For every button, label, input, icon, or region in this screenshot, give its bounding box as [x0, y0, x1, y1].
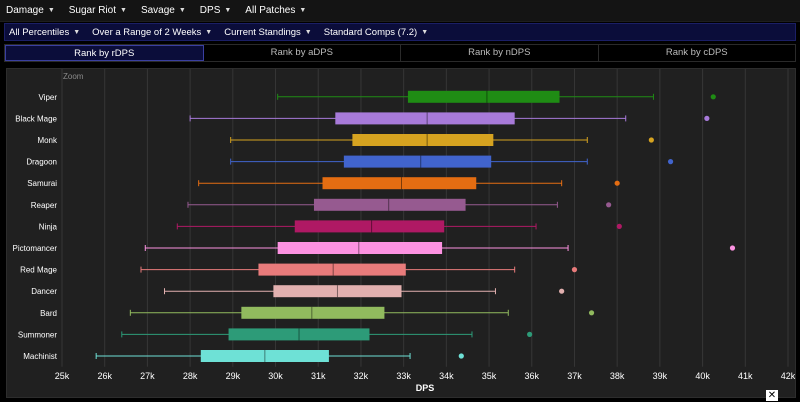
x-tick-label: 30k — [268, 371, 283, 381]
box-iqr — [407, 90, 560, 103]
dps-boxplot-chart: Zoom 25k 26k 27k 28k 29k 30k 31k 32k 33k 34k 35k 36k… — [6, 68, 796, 398]
top-nav: Damage ▼ Sugar Riot ▼ Savage ▼ DPS ▼ All Pat… — [0, 0, 800, 22]
caret-down-icon: ▼ — [120, 7, 127, 14]
x-tick-label: 41k — [738, 371, 753, 381]
x-axis-label: DPS — [416, 383, 435, 393]
caret-down-icon: ▼ — [304, 28, 312, 36]
timeframe-dropdown[interactable]: Over a Range of 2 Weeks ▼ — [92, 27, 212, 38]
category-label: Red Mage — [20, 266, 57, 275]
chart-canvas: Zoom 25k 26k 27k 28k 29k 30k 31k 32k 33k 34k 35k 36k… — [13, 69, 795, 393]
dropdown-label: Current Standings — [224, 26, 301, 38]
outlier-point — [710, 94, 716, 100]
dropdown-label: All Percentiles — [9, 26, 70, 38]
encounter-dropdown[interactable]: Sugar Riot ▼ — [69, 5, 127, 16]
x-tick-label: 28k — [183, 371, 198, 381]
outlier-point — [648, 137, 654, 143]
outlier-point — [614, 180, 620, 186]
tab-rank-cdps[interactable]: Rank by cDPS — [598, 45, 795, 61]
x-tick-label: 29k — [226, 371, 241, 381]
box-iqr — [313, 198, 466, 211]
category-label: Reaper — [31, 201, 58, 210]
x-tick-label: 25k — [55, 371, 70, 381]
x-tick-label: 27k — [140, 371, 155, 381]
category-label: Bard — [40, 309, 57, 318]
category-label: Summoner — [18, 330, 57, 339]
filter-bar: All Percentiles ▼ Over a Range of 2 Weeks… — [4, 23, 796, 41]
outlier-point — [616, 223, 622, 229]
category-label: Ninja — [39, 222, 58, 231]
comps-dropdown[interactable]: Standard Comps (7.2) ▼ — [324, 27, 428, 38]
role-dropdown[interactable]: DPS ▼ — [200, 5, 232, 16]
zoom-label: Zoom — [63, 72, 84, 81]
category-label: Monk — [37, 136, 58, 145]
x-tick-label: 39k — [653, 371, 668, 381]
box-iqr — [322, 177, 477, 190]
caret-down-icon: ▼ — [47, 7, 55, 14]
dropdown-label: Standard Comps (7.2) — [323, 26, 418, 38]
box-iqr — [343, 155, 492, 168]
outlier-point — [527, 331, 533, 337]
dropdown-label: Damage — [6, 5, 44, 16]
outlier-point — [588, 310, 595, 316]
outlier-point — [667, 159, 674, 165]
tab-rank-rdps[interactable]: Rank by rDPS — [5, 45, 204, 61]
outlier-point — [606, 202, 612, 208]
tab-rank-ndps[interactable]: Rank by nDPS — [401, 45, 599, 61]
x-tick-label: 38k — [610, 371, 625, 381]
percentile-dropdown[interactable]: All Percentiles ▼ — [9, 27, 80, 38]
x-tick-label: 40k — [695, 371, 710, 381]
x-tick-label: 31k — [311, 371, 326, 381]
close-icon[interactable]: ✕ — [766, 390, 778, 401]
category-label: Dancer — [31, 287, 57, 296]
box-iqr — [258, 263, 406, 276]
box-iqr — [273, 285, 402, 298]
difficulty-dropdown[interactable]: Savage ▼ — [141, 5, 186, 16]
caret-down-icon: ▼ — [73, 28, 81, 36]
box-iqr — [294, 220, 445, 233]
x-tick-label: 35k — [482, 371, 497, 381]
x-tick-label: 37k — [567, 371, 582, 381]
tab-rank-adps[interactable]: Rank by aDPS — [203, 45, 401, 61]
caret-down-icon: ▼ — [205, 28, 213, 36]
category-label: Samurai — [27, 179, 57, 188]
category-label: Machinist — [23, 352, 58, 361]
x-tick-label: 26k — [97, 371, 112, 381]
box-iqr — [228, 328, 370, 341]
x-tick-label: 32k — [354, 371, 369, 381]
category-label: Pictomancer — [13, 244, 58, 253]
dropdown-label: All Patches — [245, 5, 296, 16]
x-tick-label: 34k — [439, 371, 454, 381]
caret-down-icon: ▼ — [421, 28, 429, 36]
box-iqr — [200, 350, 329, 362]
box-iqr — [277, 242, 443, 254]
outlier-point — [729, 245, 736, 251]
patch-dropdown[interactable]: All Patches ▼ — [245, 5, 306, 16]
caret-down-icon: ▼ — [299, 7, 307, 14]
caret-down-icon: ▼ — [178, 7, 186, 14]
damage-dropdown[interactable]: Damage ▼ — [6, 5, 55, 16]
box-iqr — [335, 112, 515, 125]
category-label: Black Mage — [15, 114, 57, 123]
rank-tabs: Rank by rDPS Rank by aDPS Rank by nDPS R… — [4, 44, 796, 62]
outlier-point — [458, 353, 464, 359]
box-iqr — [241, 306, 385, 319]
x-tick-label: 36k — [525, 371, 540, 381]
dropdown-label: Savage — [140, 5, 175, 16]
outlier-point — [559, 288, 565, 294]
category-label: Dragoon — [26, 158, 57, 167]
outlier-point — [704, 115, 710, 121]
dropdown-label: Over a Range of 2 Weeks — [92, 26, 202, 38]
outlier-point — [571, 267, 578, 273]
dropdown-label: DPS — [199, 5, 221, 16]
dropdown-label: Sugar Riot — [68, 5, 116, 16]
x-tick-label: 42k — [781, 371, 795, 381]
caret-down-icon: ▼ — [224, 7, 232, 14]
category-label: Viper — [38, 93, 57, 102]
box-iqr — [352, 134, 494, 146]
x-tick-label: 33k — [396, 371, 411, 381]
standings-dropdown[interactable]: Current Standings ▼ — [224, 27, 312, 38]
